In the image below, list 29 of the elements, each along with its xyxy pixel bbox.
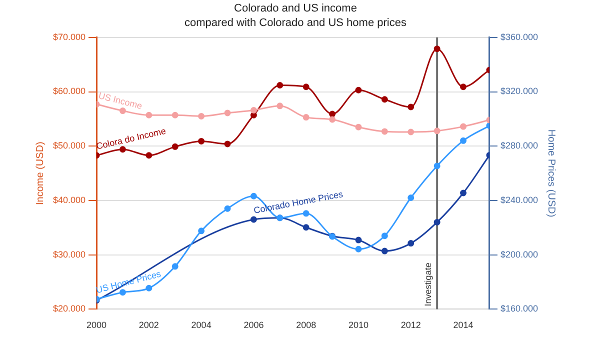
- y-tick-label: $30.000: [52, 249, 86, 260]
- y-axis-title: Income (USD): [34, 142, 46, 205]
- y-tick-label: $60.000: [52, 86, 86, 96]
- ref-line-label: Investigate: [423, 262, 434, 306]
- x-tick-label: 2008: [296, 320, 316, 330]
- x-tick-label: 2014: [453, 320, 474, 330]
- y-tick-label: $20.000: [52, 304, 86, 314]
- chart-title: Colorado and US income: [234, 2, 357, 15]
- y2-tick-label: $360.000: [500, 32, 538, 42]
- x-tick-label: 2002: [138, 320, 159, 330]
- y2-tick-label: $200.000: [500, 249, 538, 260]
- x-tick-label: 2012: [400, 320, 421, 330]
- y-tick-label: $70.000: [52, 32, 86, 42]
- text: US Income: [98, 90, 144, 112]
- x-tick-label: 2010: [348, 320, 368, 330]
- y2-tick-label: $280.000: [500, 140, 538, 151]
- y2-axis-title: Home Prices (USD): [545, 129, 556, 218]
- y2-tick-label: $240.000: [500, 194, 538, 205]
- text: Colorado Home Prices: [252, 188, 344, 216]
- text: US Home Prices: [95, 268, 162, 296]
- text: Colora do Income: [95, 126, 167, 152]
- x-tick-label: 2000: [86, 320, 107, 330]
- y2-tick-label: $160.000: [500, 304, 538, 314]
- y-tick-label: $40.000: [52, 194, 86, 205]
- x-tick-label: 2004: [191, 320, 212, 330]
- chart-subtitle: compared with Colorado and US home prices: [184, 16, 407, 29]
- y2-tick-label: $320.000: [500, 86, 538, 96]
- x-tick-label: 2006: [244, 320, 264, 330]
- y-tick-label: $50.000: [52, 140, 86, 151]
